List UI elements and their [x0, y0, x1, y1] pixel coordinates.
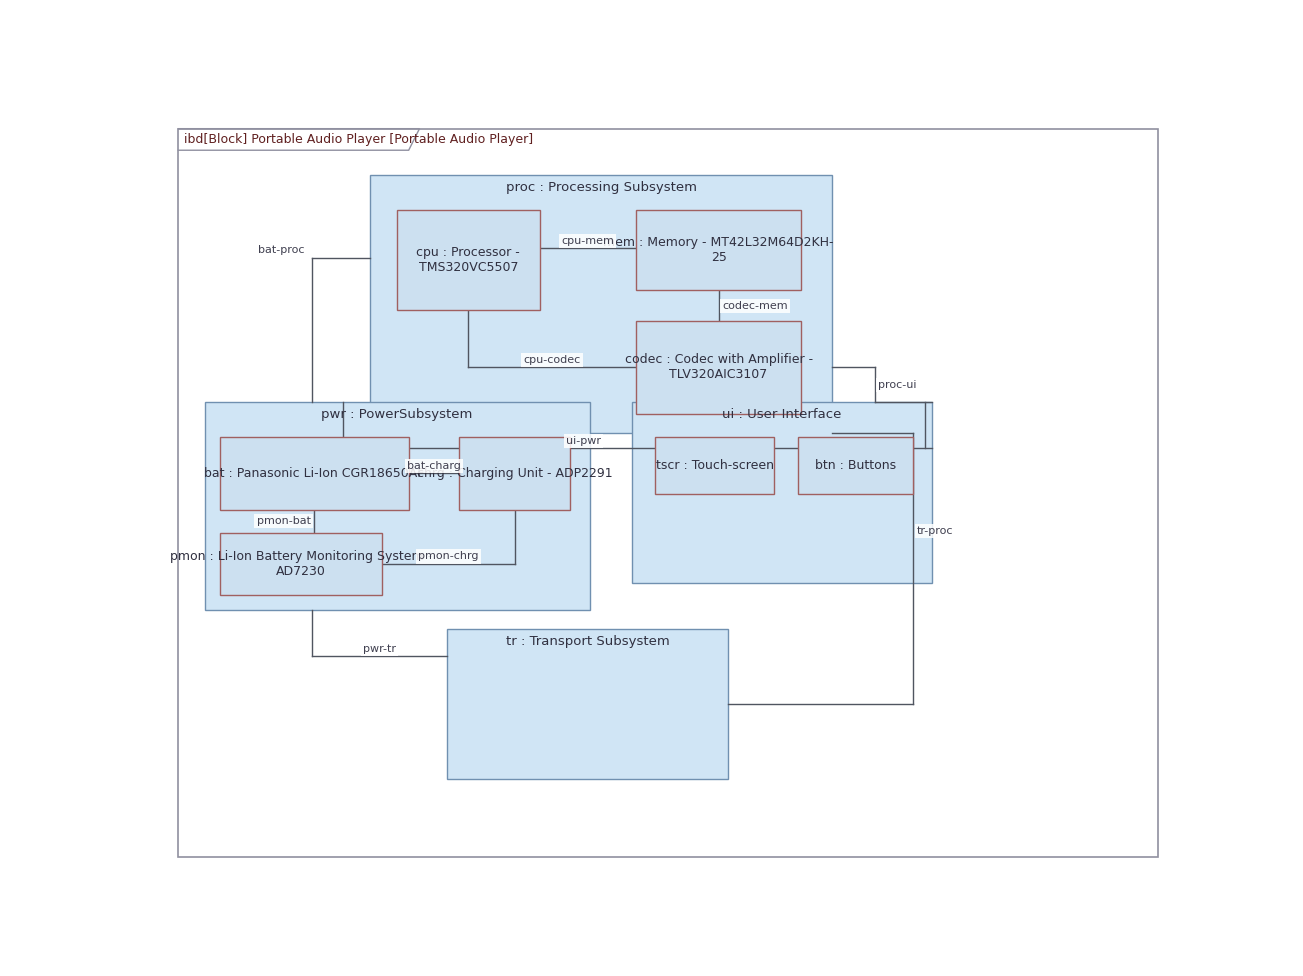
Text: ui-pwr: ui-pwr — [567, 436, 602, 446]
Bar — [397, 210, 539, 309]
Text: pwr-tr: pwr-tr — [364, 644, 396, 654]
Bar — [220, 436, 409, 509]
Bar — [459, 436, 571, 509]
Text: pwr : PowerSubsystem: pwr : PowerSubsystem — [322, 408, 473, 422]
Text: pmon-chrg: pmon-chrg — [418, 551, 478, 561]
Bar — [632, 402, 932, 583]
Bar — [220, 533, 382, 594]
Text: cpu-codec: cpu-codec — [524, 355, 581, 365]
Bar — [205, 402, 590, 610]
Bar — [655, 436, 774, 495]
Text: ui : User Interface: ui : User Interface — [722, 408, 842, 422]
Bar — [636, 321, 801, 414]
Text: pmon : Li-Ion Battery Monitoring System -
AD7230: pmon : Li-Ion Battery Monitoring System … — [169, 549, 433, 578]
Bar — [447, 630, 728, 779]
Text: bat : Panasonic Li-Ion CGR18650AF: bat : Panasonic Li-Ion CGR18650AF — [205, 467, 425, 480]
Text: bat-proc: bat-proc — [258, 245, 305, 256]
Text: tr : Transport Subsystem: tr : Transport Subsystem — [506, 635, 670, 648]
Text: codec : Codec with Amplifier -
TLV320AIC3107: codec : Codec with Amplifier - TLV320AIC… — [624, 353, 813, 382]
Text: codec-mem: codec-mem — [722, 301, 788, 310]
Bar — [370, 175, 833, 432]
Bar — [797, 436, 913, 495]
Text: tr-proc: tr-proc — [917, 526, 954, 536]
Text: ibd[Block] Portable Audio Player [Portable Audio Player]: ibd[Block] Portable Audio Player [Portab… — [184, 133, 533, 146]
Text: pmon-bat: pmon-bat — [257, 516, 310, 526]
Text: btn : Buttons: btn : Buttons — [814, 459, 896, 472]
Text: cpu : Processor -
TMS320VC5507: cpu : Processor - TMS320VC5507 — [417, 246, 520, 273]
Text: proc-ui: proc-ui — [878, 380, 917, 389]
Text: proc : Processing Subsystem: proc : Processing Subsystem — [506, 181, 697, 194]
Text: mem : Memory - MT42L32M64D2KH-
25: mem : Memory - MT42L32M64D2KH- 25 — [603, 236, 834, 264]
Bar — [636, 210, 801, 291]
Text: cpu-mem: cpu-mem — [562, 236, 614, 246]
Text: bat-charg: bat-charg — [407, 461, 461, 471]
Text: tscr : Touch-screen: tscr : Touch-screen — [655, 459, 774, 472]
Text: chrg : Charging Unit - ADP2291: chrg : Charging Unit - ADP2291 — [417, 467, 612, 480]
